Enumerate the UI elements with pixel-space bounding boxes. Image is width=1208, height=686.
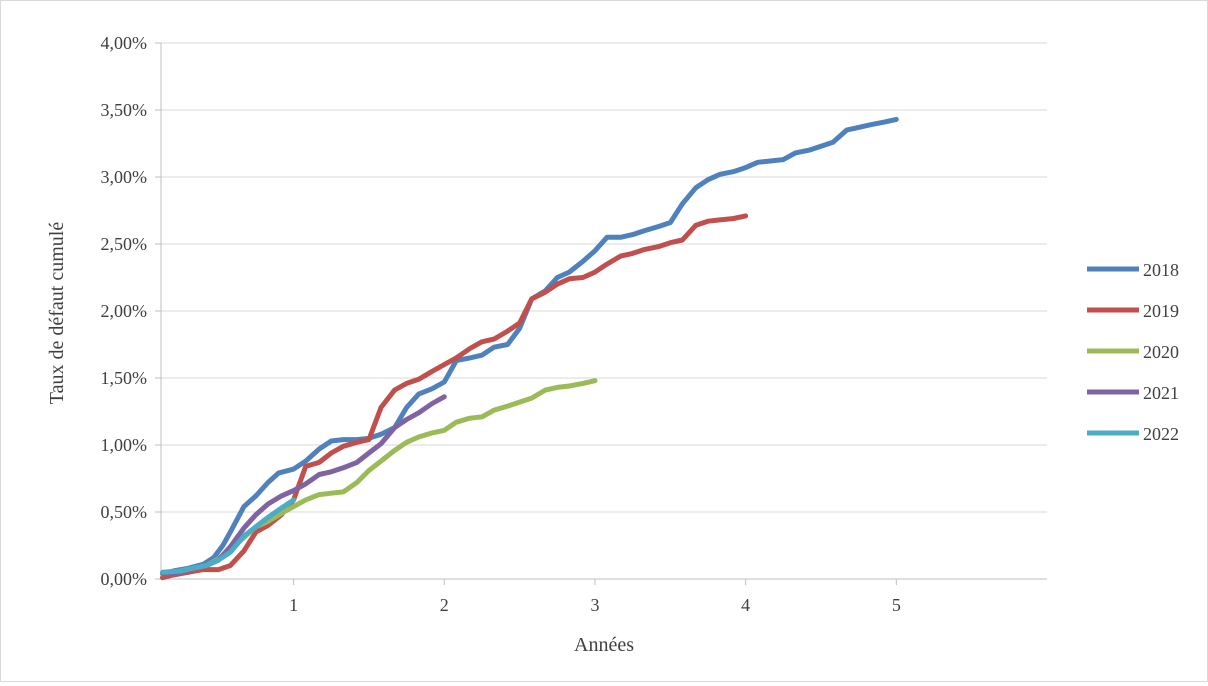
- x-tick-label: 2: [440, 595, 449, 615]
- y-tick-labels: 0,00% 0,50% 1,00% 1,50% 2,00% 2,50% 3,00% 3,50%…: [101, 33, 148, 589]
- x-tick-label: 5: [892, 595, 901, 615]
- x-tick-label: 3: [590, 595, 599, 615]
- y-tick-label: 3,50%: [101, 100, 148, 120]
- y-tick-label: 4,00%: [101, 33, 148, 53]
- legend-label-2020: 2020: [1143, 342, 1179, 362]
- x-tick-label: 1: [289, 595, 298, 615]
- series-line-2018: [160, 116, 899, 577]
- series-line-2019: [160, 213, 749, 581]
- y-tick-label: 0,50%: [101, 502, 148, 522]
- x-tick-label: 4: [741, 595, 750, 615]
- x-tick-labels: 1 2 3 4 5: [289, 595, 901, 615]
- axes: [155, 42, 1047, 585]
- y-axis-label: Taux de défaut cumulé: [46, 222, 68, 405]
- grid-lines: [161, 42, 1047, 513]
- y-tick-label: 2,50%: [101, 234, 148, 254]
- y-tick-label: 1,00%: [101, 435, 148, 455]
- legend-label-2021: 2021: [1143, 383, 1179, 403]
- legend: 2018 2019 2020 2021 2022: [1087, 260, 1179, 444]
- legend-label-2018: 2018: [1143, 260, 1179, 280]
- y-tick-label: 0,00%: [101, 569, 148, 589]
- legend-label-2019: 2019: [1143, 301, 1179, 321]
- y-tick-label: 1,50%: [101, 368, 148, 388]
- legend-label-2022: 2022: [1143, 424, 1179, 444]
- y-tick-label: 3,00%: [101, 167, 148, 187]
- x-axis-label: Années: [574, 634, 634, 656]
- series-line-2021: [160, 394, 447, 577]
- y-tick-label: 2,00%: [101, 301, 148, 321]
- series-line-2022: [160, 497, 297, 575]
- series-lines: [160, 116, 899, 581]
